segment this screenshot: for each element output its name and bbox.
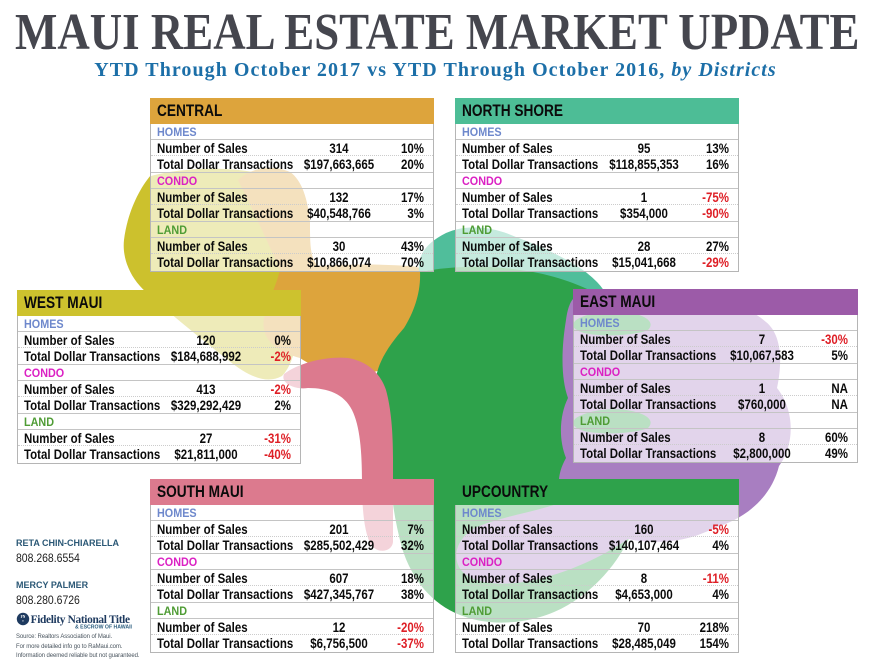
svg-text:& ESCROW OF HAWAII: & ESCROW OF HAWAII (75, 625, 133, 631)
svg-text:T: T (22, 619, 24, 623)
svg-text:FN: FN (21, 615, 26, 619)
svg-text:Fidelity National Title: Fidelity National Title (31, 614, 130, 626)
